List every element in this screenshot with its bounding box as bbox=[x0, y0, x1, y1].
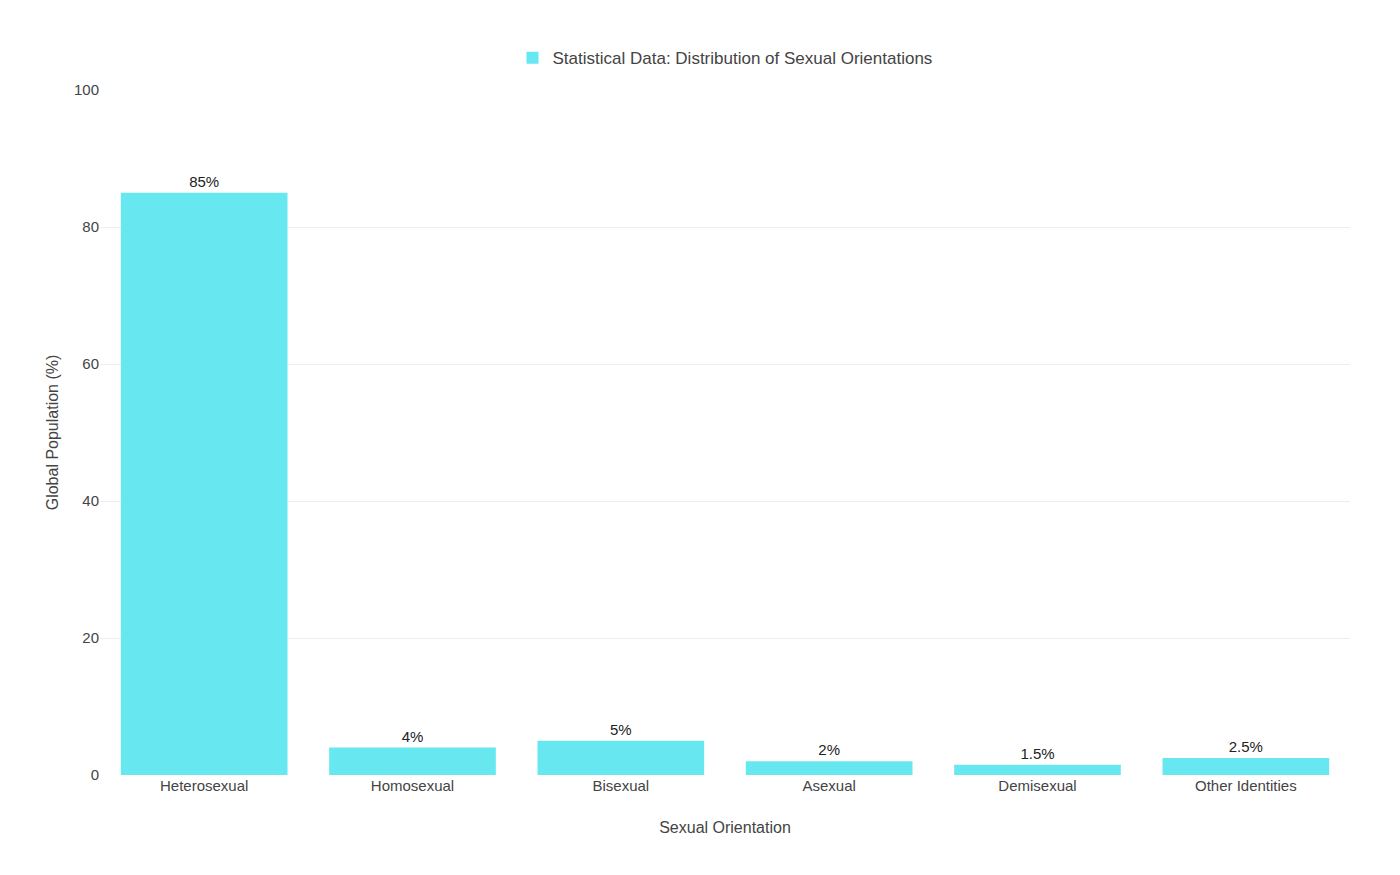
svg-text:2.5%: 2.5% bbox=[1229, 738, 1263, 755]
svg-text:85%: 85% bbox=[189, 173, 219, 190]
svg-text:60: 60 bbox=[82, 355, 99, 372]
svg-text:5%: 5% bbox=[610, 721, 632, 738]
svg-text:Bisexual: Bisexual bbox=[592, 777, 649, 794]
svg-text:2%: 2% bbox=[818, 741, 840, 758]
svg-text:80: 80 bbox=[82, 218, 99, 235]
svg-text:Homosexual: Homosexual bbox=[371, 777, 454, 794]
svg-text:0: 0 bbox=[91, 766, 99, 783]
svg-text:Other Identities: Other Identities bbox=[1195, 777, 1297, 794]
svg-text:20: 20 bbox=[82, 629, 99, 646]
svg-text:Global Population (%): Global Population (%) bbox=[44, 355, 61, 511]
svg-text:Asexual: Asexual bbox=[802, 777, 855, 794]
svg-text:Demisexual: Demisexual bbox=[998, 777, 1076, 794]
svg-text:40: 40 bbox=[82, 492, 99, 509]
svg-text:Heterosexual: Heterosexual bbox=[160, 777, 248, 794]
svg-text:4%: 4% bbox=[402, 728, 424, 745]
svg-text:1.5%: 1.5% bbox=[1020, 745, 1054, 762]
svg-text:Sexual Orientation: Sexual Orientation bbox=[659, 819, 791, 836]
svg-text:Statistical Data: Distribution: Statistical Data: Distribution of Sexual… bbox=[553, 49, 933, 68]
svg-text:100: 100 bbox=[74, 81, 99, 98]
